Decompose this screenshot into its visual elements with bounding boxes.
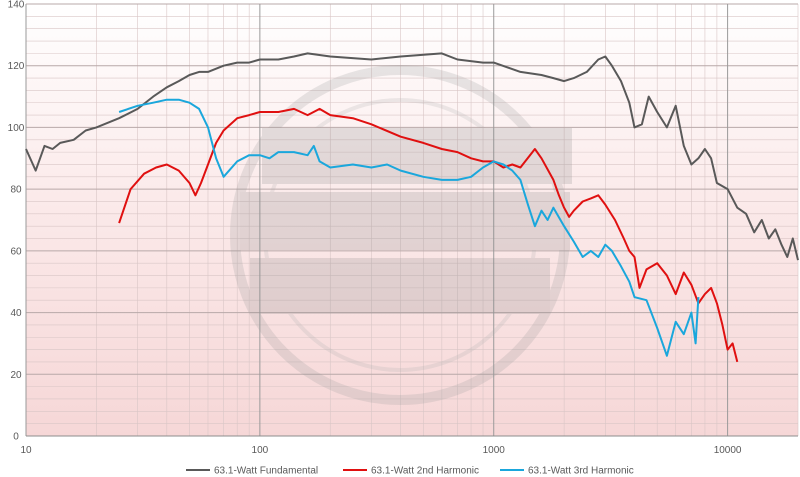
y-tick-label: 120 [8,61,25,72]
y-axis-ticks: 0 20 40 60 80 100 120 140 [8,0,25,443]
series-line-2 [118,107,739,363]
legend: 63.1-Watt Fundamental 63.1-Watt 2nd Harmo… [186,466,634,477]
y-tick-label: 100 [8,123,25,134]
data-series [25,52,799,363]
y-tick-label: 0 [13,432,19,443]
watermark-band-bottom [250,258,550,314]
series-line-3 [118,98,700,357]
legend-label-3: 63.1-Watt 3rd Harmonic [528,466,634,477]
watermark-inner-ring [263,98,537,372]
legend-label-1: 63.1-Watt Fundamental [214,466,318,477]
legend-label-2: 63.1-Watt 2nd Harmonic [371,466,479,477]
y-tick-label: 40 [10,308,22,319]
x-tick-label: 100 [252,445,269,456]
watermark-ring [230,65,570,405]
y-tick-label: 60 [10,246,22,257]
watermark-band-middle [240,192,570,250]
minor-gridlines [26,4,799,436]
x-tick-label: 1000 [483,445,506,456]
y-tick-label: 140 [8,0,25,11]
x-tick-label: 10 [20,445,32,456]
y-tick-label: 20 [10,370,22,381]
x-tick-label: 10000 [714,445,742,456]
y-tick-label: 80 [10,185,22,196]
plot-background [26,4,798,436]
series-line-1 [25,52,799,261]
x-axis-ticks: 10 100 1000 10000 [20,445,742,456]
